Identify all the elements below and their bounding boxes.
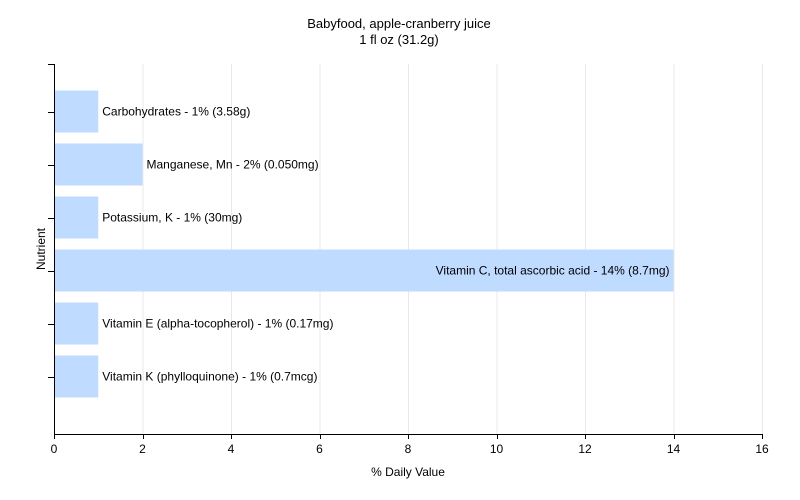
bar-1 (55, 143, 143, 186)
bar-4 (55, 302, 99, 345)
bar-0 (55, 90, 99, 133)
bar-layer (55, 90, 674, 398)
x-tick-label-12: 12 (578, 442, 592, 456)
bar-5 (55, 355, 99, 398)
x-tick-label-6: 6 (316, 442, 323, 456)
bar-label-2: Potassium, K - 1% (30mg) (102, 211, 242, 225)
bar-label-4: Vitamin E (alpha-tocopherol) - 1% (0.17m… (102, 317, 333, 331)
x-tick-label-0: 0 (51, 442, 58, 456)
y-axis-title: Nutrient (34, 227, 48, 270)
chart-title: Babyfood, apple-cranberry juice (307, 16, 491, 31)
bar-label-3: Vitamin C, total ascorbic acid - 14% (8.… (436, 264, 670, 278)
x-axis-title: % Daily Value (371, 465, 445, 479)
x-tick-label-2: 2 (139, 442, 146, 456)
x-tick-label-10: 10 (490, 442, 504, 456)
chart-subtitle: 1 fl oz (31.2g) (359, 32, 439, 47)
label-layer: Carbohydrates - 1% (3.58g) Manganese, Mn … (51, 105, 769, 457)
bar-2 (55, 196, 99, 239)
x-tick-label-4: 4 (228, 442, 235, 456)
x-tick-label-14: 14 (667, 442, 681, 456)
bar-label-0: Carbohydrates - 1% (3.58g) (102, 105, 250, 119)
bar-label-1: Manganese, Mn - 2% (0.050mg) (147, 158, 319, 172)
x-tick-label-8: 8 (405, 442, 412, 456)
axis-layer (48, 64, 763, 439)
x-tick-label-16: 16 (755, 442, 769, 456)
bar-label-5: Vitamin K (phylloquinone) - 1% (0.7mcg) (102, 370, 317, 384)
bar-3 (55, 249, 674, 292)
grid-layer (142, 64, 763, 434)
